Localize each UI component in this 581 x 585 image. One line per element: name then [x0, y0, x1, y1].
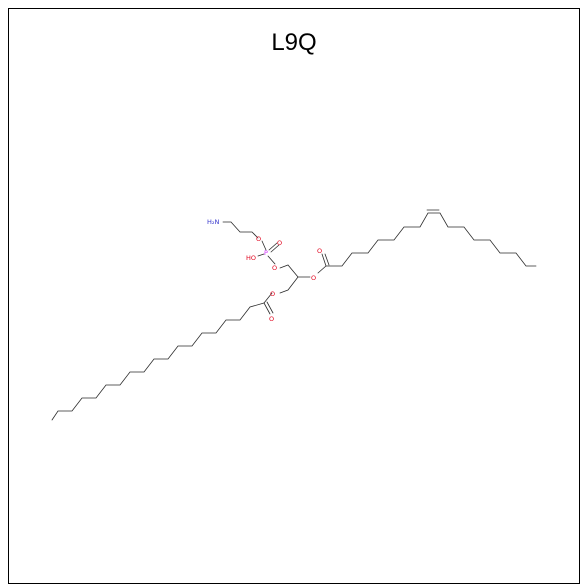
phosphorus-label: P: [264, 249, 268, 257]
palmitoyl-carbonyl: [264, 303, 270, 314]
bonds: [52, 210, 536, 420]
sn2-carbonyl-oxygen-label: O: [317, 247, 322, 255]
ethanolamine-chain: [223, 222, 258, 238]
sn2-ester-oxygen-label: O: [311, 274, 316, 282]
oleoyl-chain: [318, 213, 536, 273]
hydroxyl-label: HO: [246, 254, 256, 262]
palmitoyl-chain: [52, 303, 264, 420]
amine-label: H₂N: [207, 218, 219, 226]
phosphate-oxygen-label: O: [256, 235, 261, 243]
glycerol-backbone: [280, 265, 298, 293]
oleoyl-carbonyl-2: [325, 254, 329, 265]
phosphate-double-oxygen-label: O: [277, 239, 282, 247]
glycerol-oxygen-label: O: [272, 264, 277, 272]
p-o-glycerol-bond: [268, 256, 275, 264]
palmitoyl-carbonyl-2: [267, 302, 273, 313]
p-double-o-bond-a: [269, 243, 277, 250]
sn1-ester-oxygen-label: O: [270, 290, 275, 298]
sn1-carbonyl-oxygen-label: O: [269, 315, 274, 323]
atom-labels: H₂N O P O HO O O O O O: [207, 218, 322, 323]
